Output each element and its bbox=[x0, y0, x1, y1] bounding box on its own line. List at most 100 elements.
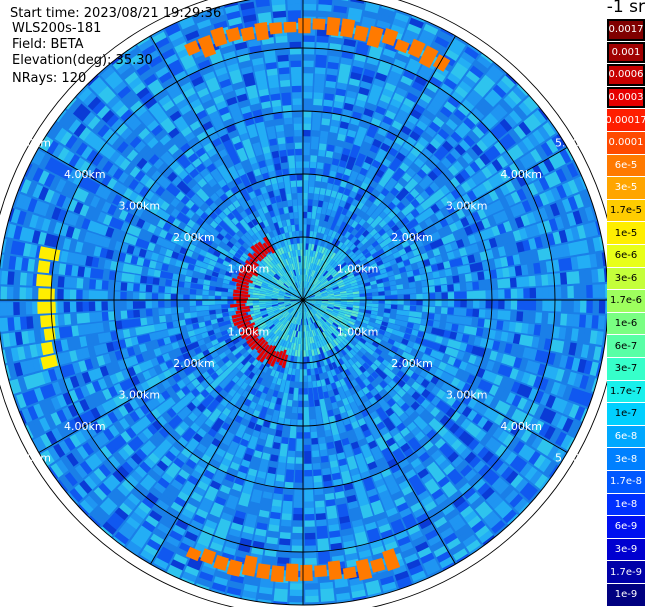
beta-gate bbox=[461, 99, 475, 112]
beta-gate bbox=[342, 245, 350, 253]
beta-gate bbox=[303, 394, 309, 402]
beta-gate bbox=[328, 258, 335, 266]
beta-gate bbox=[358, 226, 366, 234]
beta-gate bbox=[331, 282, 338, 287]
beta-gate bbox=[325, 234, 331, 243]
beta-gate bbox=[296, 432, 303, 440]
beta-gate bbox=[170, 307, 178, 314]
beta-gate bbox=[336, 205, 344, 214]
beta-gate bbox=[346, 289, 354, 293]
beta-gate bbox=[491, 279, 499, 289]
beta-gate bbox=[402, 69, 416, 81]
beta-gate bbox=[491, 247, 501, 258]
beta-gate bbox=[465, 569, 482, 583]
beta-gate bbox=[360, 237, 369, 245]
beta-gate bbox=[316, 244, 321, 252]
beta-gate bbox=[334, 177, 342, 186]
beta-gate bbox=[408, 311, 417, 317]
beta-gate bbox=[339, 307, 347, 312]
beta-gate bbox=[377, 307, 385, 313]
beta-gate bbox=[591, 187, 603, 203]
beta-gate bbox=[453, 108, 467, 121]
beta-gate bbox=[315, 297, 323, 299]
beta-gate bbox=[208, 290, 216, 296]
beta-gate bbox=[506, 332, 515, 344]
beta-gate bbox=[583, 254, 592, 269]
beta-gate bbox=[69, 289, 77, 300]
beta-gate bbox=[433, 278, 442, 286]
beta-gate bbox=[489, 145, 501, 158]
beta-gate bbox=[403, 294, 411, 300]
beta-gate bbox=[469, 89, 484, 103]
beta-gate bbox=[362, 278, 371, 284]
beta-gate bbox=[354, 178, 363, 188]
beta-gate bbox=[404, 182, 414, 193]
beta-gate bbox=[573, 300, 581, 313]
beta-gate bbox=[584, 206, 595, 222]
beta-gate bbox=[353, 137, 363, 147]
beta-gate bbox=[567, 196, 579, 211]
beta-gate bbox=[326, 221, 332, 230]
beta-gate bbox=[317, 538, 329, 546]
beta-gate bbox=[400, 75, 414, 86]
beta-gate bbox=[371, 288, 379, 293]
beta-gate bbox=[505, 194, 516, 207]
beta-gate bbox=[309, 161, 317, 169]
beta-gate bbox=[427, 279, 435, 286]
beta-gate bbox=[303, 35, 315, 42]
beta-gate bbox=[437, 145, 450, 157]
beta-gate bbox=[441, 300, 449, 307]
beta-gate bbox=[384, 295, 392, 300]
beta-gate bbox=[322, 270, 329, 277]
beta-gate bbox=[493, 172, 505, 186]
beta-gate bbox=[161, 576, 178, 589]
beta-gate bbox=[346, 306, 354, 311]
beta-gate bbox=[482, 328, 491, 338]
beta-gate bbox=[340, 290, 347, 294]
beta-gate bbox=[457, 103, 471, 117]
beta-gate bbox=[436, 111, 449, 123]
beta-gate bbox=[512, 254, 521, 265]
beta-gate bbox=[521, 199, 533, 213]
beta-gate bbox=[437, 30, 453, 43]
beta-gate bbox=[351, 220, 359, 229]
beta-gate bbox=[527, 133, 540, 148]
beta-gate bbox=[485, 131, 498, 144]
beta-gate bbox=[543, 502, 558, 518]
beta-gate bbox=[324, 271, 330, 278]
beta-gate bbox=[418, 246, 427, 254]
beta-gate bbox=[304, 526, 316, 534]
beta-gate bbox=[315, 303, 322, 306]
beta-gate bbox=[518, 121, 532, 136]
beta-gate bbox=[553, 273, 562, 285]
beta-gate bbox=[12, 286, 20, 300]
beta-gate bbox=[285, 469, 295, 477]
beta-gate bbox=[429, 240, 439, 250]
beta-gate bbox=[311, 285, 317, 291]
beta-gate bbox=[183, 288, 191, 295]
beta-gate bbox=[327, 61, 339, 70]
beta-gate bbox=[418, 324, 427, 332]
beta-gate bbox=[321, 304, 328, 308]
beta-gate bbox=[368, 236, 377, 244]
beta-gate bbox=[319, 232, 325, 240]
beta-gate bbox=[509, 162, 521, 176]
beta-gate bbox=[368, 276, 377, 282]
beta-gate bbox=[374, 244, 383, 252]
beta-gate bbox=[336, 279, 344, 285]
beta-gate bbox=[340, 300, 348, 302]
beta-gate bbox=[334, 275, 342, 281]
beta-gate bbox=[347, 233, 355, 241]
beta-gate bbox=[405, 135, 417, 147]
beta-gate bbox=[337, 281, 345, 287]
beta-gate bbox=[394, 319, 402, 326]
beta-gate bbox=[369, 228, 378, 237]
beta-gate bbox=[308, 295, 316, 298]
beta-gate bbox=[314, 280, 320, 286]
beta-gate bbox=[397, 304, 405, 310]
beta-gate bbox=[214, 291, 222, 296]
beta-gate bbox=[389, 313, 397, 319]
beta-gate bbox=[374, 274, 383, 280]
